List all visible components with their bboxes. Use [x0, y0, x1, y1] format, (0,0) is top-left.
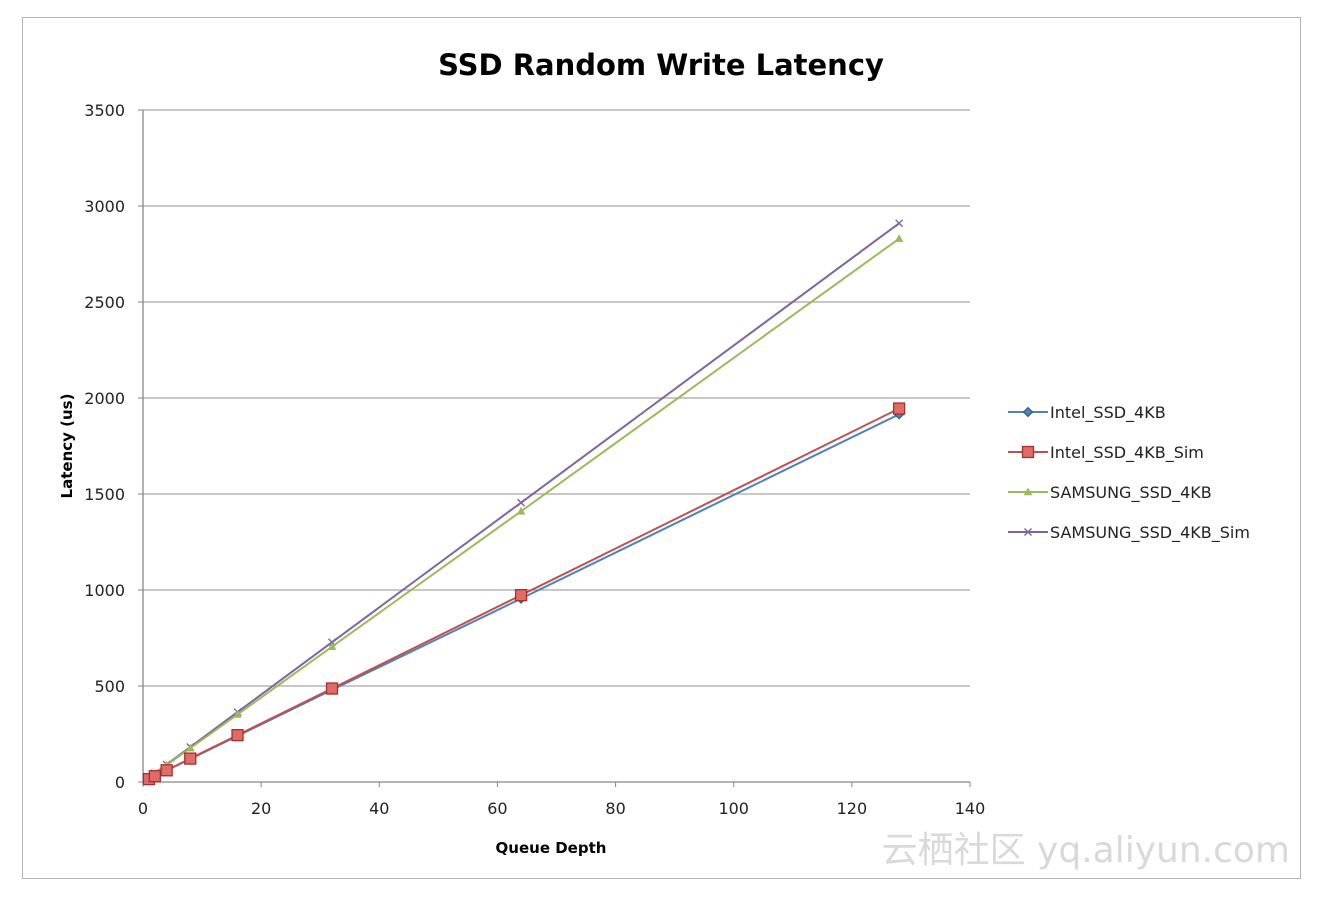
y-tick-label: 2500: [84, 293, 125, 312]
x-axis-label: Queue Depth: [496, 839, 607, 857]
y-tick-label: 0: [115, 773, 125, 792]
legend-label: SAMSUNG_SSD_4KB_Sim: [1050, 523, 1250, 543]
y-axis-label: Latency (us): [58, 394, 76, 499]
data-point: [516, 506, 526, 515]
series-layer: [142, 219, 906, 786]
gridlines: [143, 109, 970, 687]
x-tick-label: 40: [369, 799, 389, 818]
x-tick-label: 0: [138, 799, 148, 818]
x-tick-label: 20: [251, 799, 271, 818]
y-tick-label: 1500: [84, 485, 125, 504]
y-tick-label: 3500: [84, 101, 125, 120]
legend-item-samsung-ssd-4kb-sim: SAMSUNG_SSD_4KB_Sim: [1008, 523, 1250, 543]
x-tick-label: 80: [605, 799, 625, 818]
data-point: [148, 770, 161, 783]
y-tick-label: 1000: [84, 581, 125, 600]
legend-swatch-marker: [1023, 487, 1033, 496]
legend-swatch-marker: [1021, 445, 1035, 459]
data-point: [894, 234, 904, 242]
data-point: [895, 219, 904, 228]
legend-label: Intel_SSD_4KB_Sim: [1050, 443, 1204, 463]
x-tick-label: 100: [718, 799, 749, 818]
data-point: [231, 729, 244, 742]
data-point: [160, 764, 173, 777]
series-intel-ssd-4kb-sim: [142, 402, 906, 786]
legend-item-samsung-ssd-4kb: SAMSUNG_SSD_4KB: [1008, 483, 1212, 503]
legend-item-intel-ssd-4kb: Intel_SSD_4KB: [1008, 403, 1166, 423]
series-samsung-ssd-4kb-sim: [144, 219, 904, 782]
data-point: [185, 743, 195, 752]
legend-swatch-marker: [1024, 528, 1032, 536]
legend: Intel_SSD_4KB Intel_SSD_4KB_Sim SAMSUNG_SS…: [1008, 403, 1250, 543]
legend-label: Intel_SSD_4KB: [1050, 403, 1166, 423]
x-tick-label: 60: [487, 799, 507, 818]
x-tick-label: 140: [955, 799, 986, 818]
data-point: [184, 752, 197, 765]
legend-item-intel-ssd-4kb-sim: Intel_SSD_4KB_Sim: [1008, 443, 1204, 463]
y-tick-label: 500: [94, 677, 125, 696]
legend-label: SAMSUNG_SSD_4KB: [1050, 483, 1212, 503]
data-point: [327, 642, 337, 650]
data-point: [325, 682, 339, 695]
y-tick-label: 3000: [84, 197, 125, 216]
chart-title: SSD Random Write Latency: [438, 48, 884, 82]
data-point: [517, 498, 526, 507]
y-tick-label: 2000: [84, 389, 125, 408]
x-tick-label: 120: [837, 799, 868, 818]
data-point: [892, 402, 906, 415]
data-point: [233, 709, 242, 718]
axes: 0 500 1000 1500 2000 2500 3000 3500 0 20 40 60 80 100…: [84, 101, 985, 818]
series-samsung-ssd-4kb: [144, 234, 904, 782]
watermark-text: 云栖社区 yq.aliyun.com: [882, 830, 1290, 871]
series-line: [148, 237, 900, 779]
legend-swatch-marker: [1022, 406, 1034, 418]
data-point: [514, 589, 528, 602]
